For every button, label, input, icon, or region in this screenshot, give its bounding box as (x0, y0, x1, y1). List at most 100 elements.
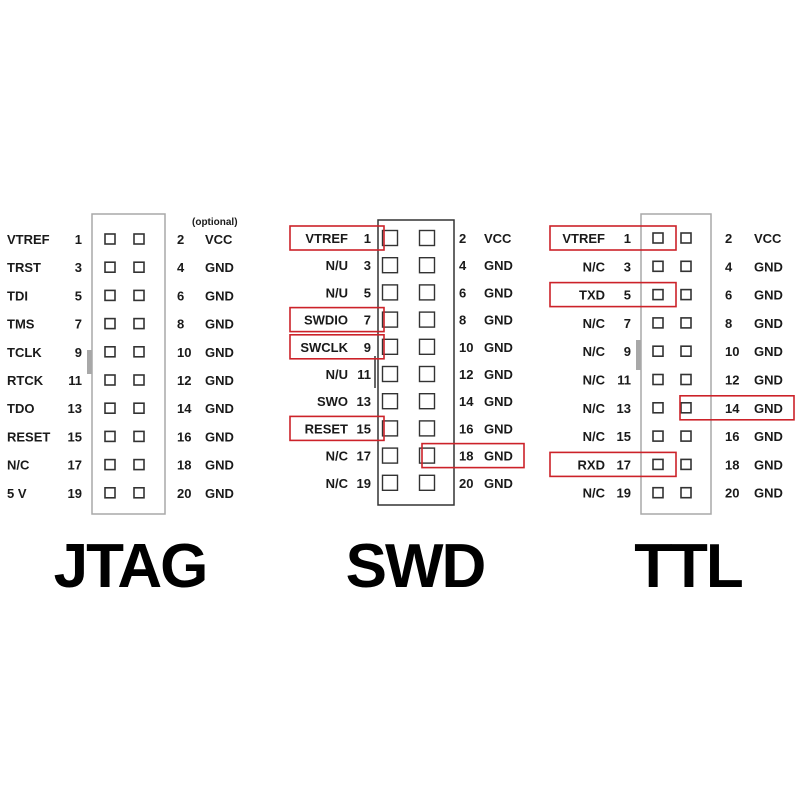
jtag-title: JTAG (54, 532, 207, 601)
jtag-pin-pad (104, 289, 116, 302)
ttl-right-name: GND (754, 288, 783, 303)
swd-pin-pad (381, 284, 399, 301)
ttl-left-pin: 17 (617, 457, 631, 472)
ttl-pin-pad (652, 232, 664, 244)
ttl-right-name: GND (754, 401, 783, 416)
swd-right-name: GND (484, 285, 513, 300)
jtag-right-pin: 16 (177, 429, 191, 444)
jtag-left-name: RTCK (7, 373, 44, 388)
swd-pin-pad (418, 257, 436, 274)
jtag-row: RESET 15 16 GND (7, 429, 234, 444)
ttl-highlight-box (549, 281, 677, 308)
jtag-right-name: GND (205, 458, 234, 473)
jtag-pin-pad (104, 402, 116, 415)
ttl-pin-pad (652, 458, 664, 471)
ttl-row: N/C 7 8 GND (583, 316, 783, 331)
ttl-right-pin: 20 (725, 486, 739, 501)
ttl-left-pin: 13 (617, 401, 631, 416)
ttl-left-name: TXD (579, 288, 605, 303)
swd-pin-pad (381, 338, 399, 355)
ttl-row: RXD 17 18 GND (549, 451, 783, 478)
jtag-left-name: TMS (7, 317, 35, 332)
jtag-row: TDI 5 6 GND (7, 288, 234, 303)
swd-right-name: GND (484, 340, 513, 355)
ttl-key-notch (636, 340, 641, 370)
jtag-pin-pad (104, 233, 116, 245)
jtag-left-name: TCLK (7, 345, 42, 360)
swd-row: N/U 5 6 GND (326, 284, 513, 301)
ttl-right-pin: 4 (725, 259, 733, 274)
ttl-left-name: N/C (583, 344, 606, 359)
ttl-right-name: GND (754, 259, 783, 274)
jtag-right-pin: 6 (177, 288, 184, 303)
jtag-row: TRST 3 4 GND (7, 260, 234, 275)
swd-highlight-box (289, 415, 385, 442)
jtag-pin-pad (104, 486, 116, 499)
jtag-left-pin: 5 (75, 288, 82, 303)
ttl-row: VTREF 1 2 VCC (549, 225, 782, 251)
ttl-pin-pad (680, 345, 692, 358)
swd-left-pin: 17 (357, 449, 371, 464)
ttl-pin-pad (652, 401, 664, 414)
jtag-pin-pad (133, 317, 145, 330)
swd-right-name: GND (484, 476, 513, 491)
ttl-pin-pad (680, 373, 692, 386)
swd-right-pin: 2 (459, 231, 466, 246)
ttl-pin-pad (652, 373, 664, 386)
jtag-pin-pad (104, 317, 116, 330)
swd-left-name: N/U (326, 258, 348, 273)
swd-right-name: GND (484, 313, 513, 328)
jtag-right-pin: 2 (177, 232, 184, 247)
swd-row: N/U 11 12 GND (326, 365, 513, 383)
swd-pin-pad (381, 474, 399, 491)
jtag-right-name: GND (205, 401, 234, 416)
swd-right-pin: 20 (459, 476, 473, 491)
swd-left-pin: 19 (357, 476, 371, 491)
ttl-row: N/C 15 16 GND (583, 429, 783, 444)
swd-right-name: GND (484, 449, 513, 464)
ttl-right-pin: 10 (725, 344, 739, 359)
jtag-optional-note: (optional) (192, 217, 238, 228)
ttl-right-name: GND (754, 429, 783, 444)
jtag-left-pin: 11 (68, 373, 82, 388)
ttl-pin-pad (680, 232, 692, 244)
jtag-left-pin: 15 (68, 429, 82, 444)
jtag-right-pin: 8 (177, 317, 184, 332)
jtag-right-name: GND (205, 345, 234, 360)
jtag-row: TCLK 9 10 GND (7, 345, 234, 360)
swd-pin-pad (418, 474, 436, 491)
swd-left-name: SWDIO (304, 313, 348, 328)
swd-pin-pad (418, 447, 436, 464)
swd-row: SWDIO 7 8 GND (289, 306, 513, 333)
jtag-right-name: GND (205, 429, 234, 444)
swd-highlight-box (289, 306, 385, 333)
swd-left-pin: 1 (364, 231, 371, 246)
swd-right-name: GND (484, 421, 513, 436)
swd-left-name: RESET (305, 421, 348, 436)
swd-right-pin: 10 (459, 340, 473, 355)
ttl-right-name: GND (754, 373, 783, 388)
swd-left-name: N/C (326, 449, 349, 464)
jtag-row: N/C 17 18 GND (7, 458, 234, 473)
ttl-highlight-box (549, 451, 677, 478)
ttl-row: N/C 13 14 GND (583, 394, 795, 421)
swd-left-name: SWO (317, 394, 348, 409)
swd-left-name: VTREF (305, 231, 348, 246)
ttl-right-pin: 12 (725, 373, 739, 388)
ttl-pin-pad (652, 486, 664, 499)
ttl-highlight-box (549, 225, 677, 251)
ttl-left-name: N/C (583, 486, 606, 501)
ttl-left-pin: 3 (624, 259, 631, 274)
swd-left-pin: 7 (364, 313, 371, 328)
ttl-left-name: N/C (583, 259, 606, 274)
swd-pin-pad (418, 420, 436, 437)
swd-highlight-box (421, 442, 525, 469)
ttl-pin-pad (652, 317, 664, 329)
ttl-left-name: N/C (583, 373, 606, 388)
jtag-right-pin: 20 (177, 486, 191, 501)
swd-pin-pad (418, 365, 436, 383)
swd-right-pin: 14 (459, 394, 474, 409)
jtag-pin-pad (104, 345, 116, 358)
